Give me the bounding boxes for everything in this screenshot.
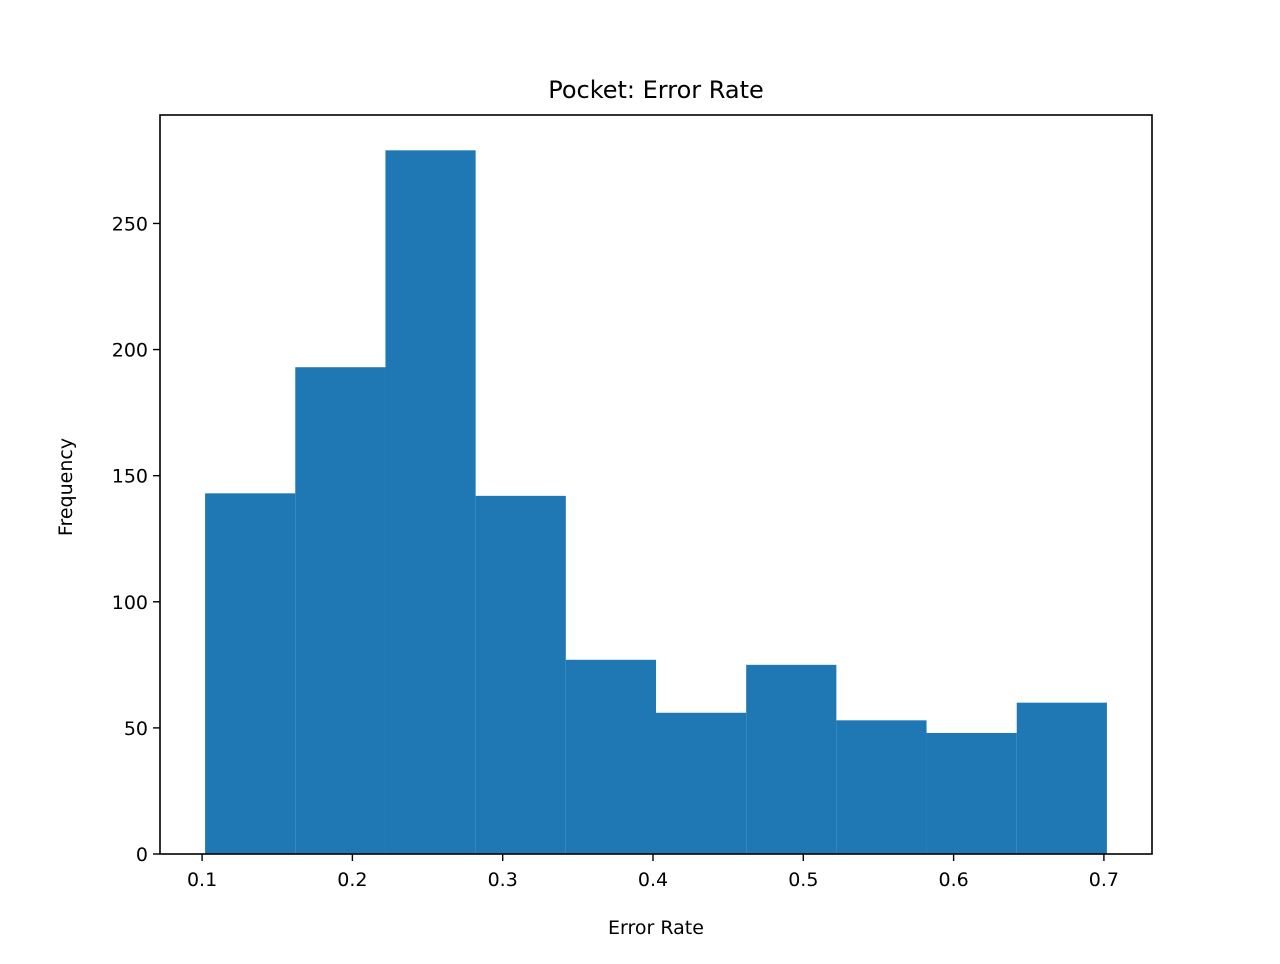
histogram-bar bbox=[205, 493, 296, 854]
histogram-bar bbox=[836, 720, 927, 854]
histogram-bar bbox=[926, 732, 1017, 854]
histogram-bar bbox=[475, 495, 566, 854]
y-tick-label: 150 bbox=[112, 466, 148, 488]
y-tick-label: 50 bbox=[124, 718, 148, 740]
x-tick-label: 0.4 bbox=[638, 869, 668, 891]
histogram-bar bbox=[746, 664, 837, 854]
histogram-bar bbox=[565, 659, 656, 854]
y-tick-label: 250 bbox=[112, 213, 148, 235]
histogram-bar bbox=[656, 712, 747, 854]
x-tick-label: 0.5 bbox=[788, 869, 818, 891]
ticks-layer: 0.1 0.2 0.3 0.4 0.5 0.6 0.7 0 50 100 150 200 250 bbox=[112, 213, 1119, 891]
y-tick-label: 0 bbox=[136, 844, 148, 866]
x-tick-label: 0.6 bbox=[938, 869, 968, 891]
x-axis-label: Error Rate bbox=[608, 917, 704, 939]
histogram-bar bbox=[385, 150, 476, 855]
y-axis-label: Frequency bbox=[55, 438, 77, 536]
histogram-bar bbox=[1016, 702, 1107, 854]
plot-frame bbox=[159, 114, 1153, 855]
x-tick-label: 0.2 bbox=[337, 869, 367, 891]
y-tick-label: 100 bbox=[112, 592, 148, 614]
chart-title: Pocket: Error Rate bbox=[548, 76, 764, 104]
bars-layer bbox=[205, 150, 1107, 855]
histogram-bar bbox=[295, 367, 386, 854]
x-tick-label: 0.1 bbox=[187, 869, 217, 891]
x-tick-label: 0.3 bbox=[488, 869, 518, 891]
y-tick-label: 200 bbox=[112, 340, 148, 362]
x-tick-label: 0.7 bbox=[1089, 869, 1119, 891]
